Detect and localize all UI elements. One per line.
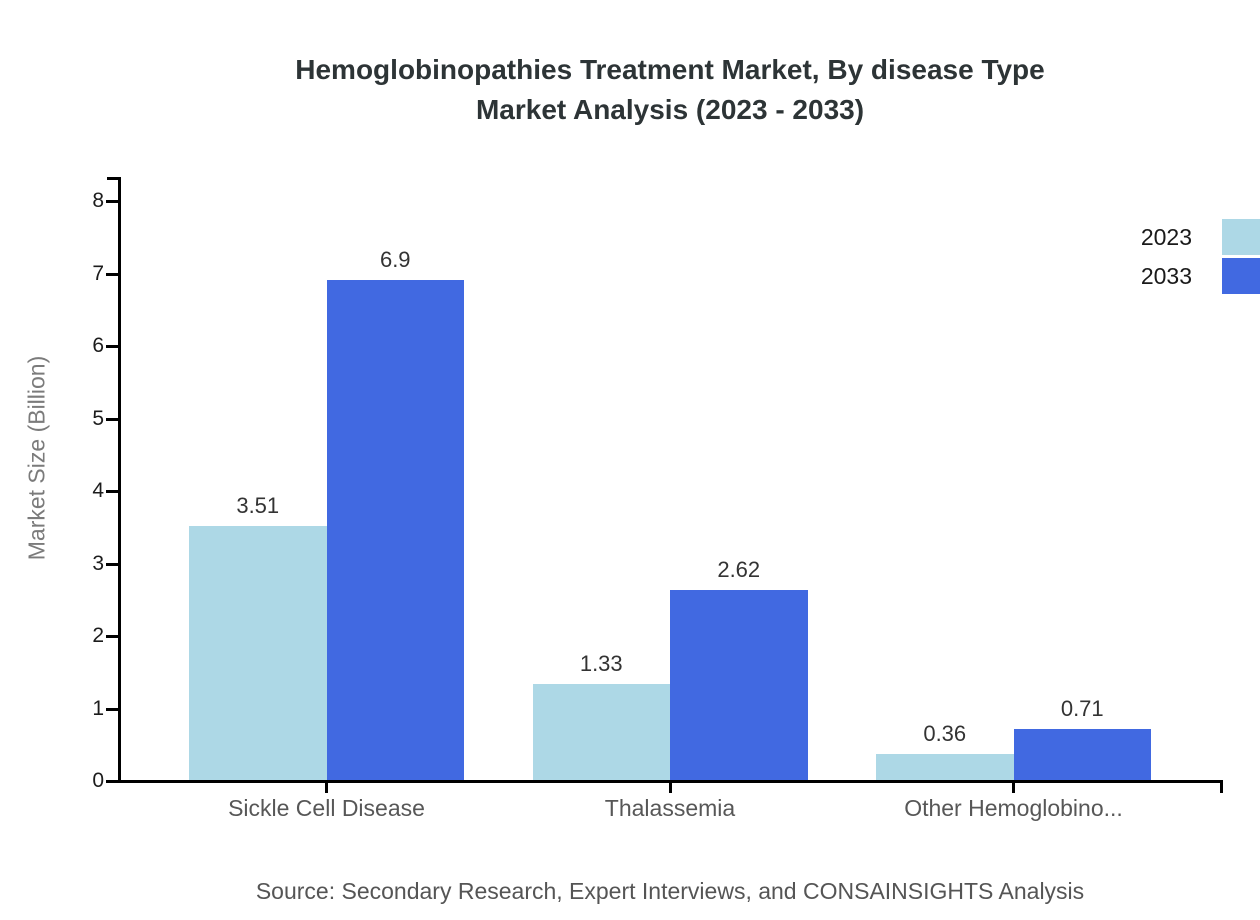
category-label: Sickle Cell Disease bbox=[228, 795, 425, 821]
y-tick-label: 0 bbox=[92, 769, 104, 792]
bar-value-label: 6.9 bbox=[379, 246, 411, 272]
bar-2023 bbox=[532, 683, 670, 780]
bar-value-label: 3.51 bbox=[236, 492, 280, 518]
category-label: Thalassemia bbox=[604, 795, 736, 821]
y-tick bbox=[106, 707, 118, 711]
category-label: Other Hemoglobino... bbox=[904, 795, 1123, 821]
legend-swatch-2023 bbox=[1222, 219, 1260, 255]
legend: 2023 2033 bbox=[1141, 219, 1260, 294]
y-tick-label: 8 bbox=[92, 189, 104, 212]
y-tick-label: 4 bbox=[92, 479, 104, 502]
legend-label-2023: 2023 bbox=[1140, 223, 1192, 250]
bar-value-label: 0.36 bbox=[923, 720, 967, 746]
bar-value-label: 0.71 bbox=[1060, 695, 1104, 721]
y-tick-label: 6 bbox=[92, 334, 104, 357]
bar-2033 bbox=[326, 279, 464, 780]
legend-item-2023: 2023 bbox=[1141, 219, 1260, 255]
y-tick bbox=[106, 345, 118, 348]
y-tick-label: 5 bbox=[92, 406, 104, 430]
y-tick-label: 3 bbox=[92, 551, 104, 575]
y-tick bbox=[106, 200, 118, 203]
source-note: Source: Secondary Research, Expert Inter… bbox=[255, 878, 1085, 904]
legend-swatch-2033 bbox=[1222, 258, 1260, 294]
y-tick bbox=[106, 490, 118, 493]
y-tick bbox=[106, 562, 118, 566]
y-axis-line bbox=[118, 177, 121, 783]
x-tick bbox=[1012, 780, 1015, 793]
bar-2033 bbox=[670, 590, 808, 780]
chart-title: Hemoglobinopathies Treatment Market, By … bbox=[80, 50, 1260, 130]
x-axis-end-tick bbox=[1220, 780, 1223, 793]
legend-item-2033: 2033 bbox=[1141, 258, 1260, 294]
x-tick bbox=[325, 780, 328, 793]
bar-value-label: 2.62 bbox=[717, 557, 761, 583]
y-tick bbox=[106, 635, 118, 638]
bar-2033 bbox=[1013, 728, 1151, 780]
y-tick-label: 2 bbox=[92, 624, 104, 647]
bar-value-label: 1.33 bbox=[579, 650, 623, 676]
y-axis-end-tick bbox=[107, 177, 118, 180]
y-tick bbox=[106, 780, 118, 783]
x-tick bbox=[668, 780, 672, 793]
y-tick-label: 1 bbox=[92, 696, 104, 720]
bar-2023 bbox=[876, 753, 1014, 780]
chart-title-line2: Market Analysis (2023 - 2033) bbox=[475, 94, 865, 125]
y-tick-label: 7 bbox=[92, 261, 104, 285]
legend-label-2033: 2033 bbox=[1140, 262, 1192, 289]
y-tick bbox=[106, 272, 118, 276]
y-tick bbox=[106, 417, 118, 421]
bar-2023 bbox=[189, 525, 327, 780]
chart-title-line1: Hemoglobinopathies Treatment Market, By … bbox=[295, 54, 1045, 85]
